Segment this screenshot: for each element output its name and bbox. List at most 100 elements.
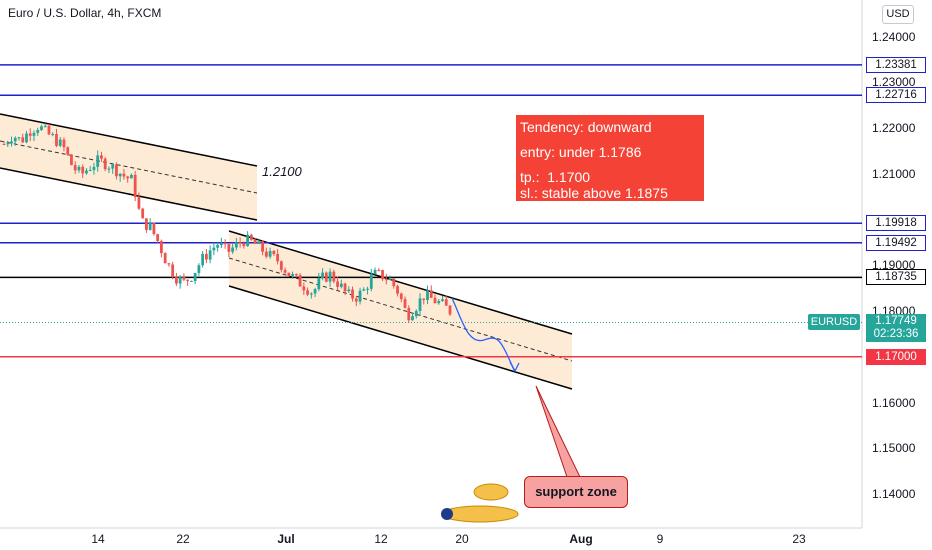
candle-body [73, 165, 77, 171]
x-tick-label: 22 [176, 532, 190, 546]
candle-body [17, 137, 21, 139]
candle-body [10, 141, 13, 144]
candle-body [47, 125, 51, 135]
candle-body [238, 242, 242, 244]
candle-body [96, 155, 100, 167]
horizontal-levels [0, 64, 862, 358]
candle-body [204, 253, 208, 260]
candle-body [444, 299, 448, 306]
candle-body [13, 137, 17, 142]
candle-body [358, 290, 362, 302]
candle-body [257, 241, 261, 244]
candle-body [362, 289, 366, 291]
candle-body [21, 137, 25, 143]
projection-arrowhead [509, 361, 520, 373]
candle-body [411, 316, 414, 321]
x-tick-label: 9 [656, 532, 664, 546]
candle-body [448, 305, 452, 315]
lower-channel-fill [229, 231, 572, 389]
upper-channel-top [0, 113, 258, 167]
candle-body [216, 245, 220, 248]
logo-mark-icon [441, 505, 519, 523]
candle-body [261, 241, 265, 252]
candle-body [6, 143, 10, 145]
y-tick-label: 1.14000 [872, 487, 916, 501]
candle-body [418, 298, 422, 311]
candle-body [287, 272, 291, 276]
candle-body [66, 147, 70, 155]
last-price-tag: 1.17749 02:23:36 [866, 314, 926, 342]
lower-channel-top [228, 230, 573, 335]
candle-body [324, 272, 328, 282]
candle-body [414, 310, 418, 317]
sl-text: sl.: stable above 1.1875 [520, 185, 668, 201]
trade-info-box[interactable]: Tendency: downward entry: under 1.1786 t… [516, 115, 704, 201]
candle-body [253, 239, 257, 244]
y-tick-label: 1.15000 [872, 441, 916, 456]
x-tick-label: 23 [792, 532, 806, 546]
candle-body [88, 169, 92, 171]
candle-body [441, 299, 444, 302]
candle-body [212, 247, 216, 251]
candle-body [298, 275, 302, 287]
candle-body [70, 154, 73, 166]
candle-body [122, 173, 126, 177]
candle-body [175, 277, 178, 284]
candle-body [294, 274, 298, 276]
candle-body [25, 133, 28, 143]
candle-body [201, 253, 205, 266]
lower-channel-mid [228, 257, 573, 362]
support-zone-callout[interactable]: support zone [524, 476, 628, 508]
candle-body [339, 283, 343, 287]
candle-body [249, 234, 253, 240]
y-tick-label: 1.16000 [872, 395, 916, 410]
candle-body [291, 274, 294, 276]
candle-body [182, 276, 186, 280]
logo-mark-icon [473, 483, 509, 501]
candle-body [167, 263, 171, 265]
candle-body [85, 170, 88, 174]
candle-body [107, 168, 111, 170]
candle-body [381, 270, 384, 280]
candle-body [231, 247, 235, 252]
last-price: 1.17749 [875, 315, 917, 327]
candle-body [392, 278, 396, 287]
candle-body [227, 244, 231, 252]
y-tick-label: 1.19000 [872, 258, 916, 273]
candle-body [32, 132, 36, 136]
level-tag: 1.18735 [866, 269, 926, 286]
candle-body [366, 288, 369, 290]
candle-body [407, 307, 411, 321]
candle-body [178, 276, 182, 284]
candle-body [347, 289, 351, 292]
candle-body [328, 271, 332, 282]
candle-body [403, 299, 407, 308]
candle-body [219, 242, 223, 246]
candle-body [171, 264, 175, 278]
candle-body [369, 273, 373, 289]
candle-body [148, 222, 152, 230]
candle-body [156, 234, 160, 242]
level-tag: 1.23381 [866, 56, 926, 73]
drawings [441, 297, 581, 523]
candle-body [92, 166, 96, 170]
candle-body [40, 126, 43, 131]
y-tick-label: 1.22000 [872, 121, 916, 135]
currency-button[interactable]: USD [882, 5, 914, 24]
level-tag: 1.17000 [866, 348, 926, 365]
candle-body [272, 250, 276, 254]
candle-body [234, 242, 238, 248]
candle-body [399, 293, 403, 300]
candle-body [193, 272, 197, 281]
candle-body [223, 242, 227, 245]
level-tag: 1.19492 [866, 234, 926, 251]
symbol-tag: EURUSD [808, 314, 860, 330]
candle-body [276, 253, 279, 262]
candle-body [186, 279, 190, 282]
candle-body [43, 125, 47, 127]
candle-body [246, 234, 250, 247]
candle-body [51, 134, 55, 136]
projection-path [451, 297, 515, 371]
x-tick-label: Aug [569, 532, 593, 546]
